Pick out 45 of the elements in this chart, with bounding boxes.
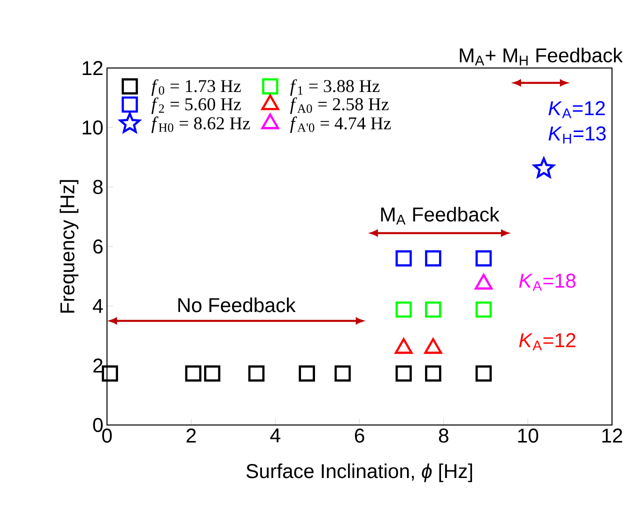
y-tick-label: 4 bbox=[92, 299, 103, 313]
point bbox=[396, 250, 412, 266]
legend-label: f$_{A0}$ = 2.58 Hz bbox=[290, 97, 389, 114]
y-tick-label: 10 bbox=[82, 120, 103, 135]
legend-label: f$_{2}$ = 5.60 Hz bbox=[152, 97, 241, 114]
text: M$_{A}$+ M$_{H}$ Feedback bbox=[460, 48, 623, 66]
annotation: K$_{A}$=12 bbox=[548, 101, 605, 118]
annotation: No Feedback bbox=[178, 298, 296, 312]
annotation: M$_{A}$ Feedback bbox=[381, 206, 500, 224]
annotation: K$_{H}$=13 bbox=[548, 126, 606, 144]
x-tick-label: 12 bbox=[602, 428, 622, 442]
point bbox=[396, 301, 412, 318]
point bbox=[476, 365, 492, 382]
point bbox=[102, 365, 118, 382]
y-tick-label: 6 bbox=[93, 239, 103, 254]
y-tick-label: 8 bbox=[93, 180, 103, 194]
y-tick-label: 12 bbox=[82, 61, 102, 75]
x-tick-label: 8 bbox=[438, 428, 448, 443]
y-tick-label: 0 bbox=[93, 418, 103, 432]
x-tick-label: 10 bbox=[518, 428, 538, 443]
point bbox=[533, 157, 554, 178]
point bbox=[396, 365, 412, 382]
x-axis-title: Surface Inclination, ϕ [Hz] bbox=[246, 464, 472, 482]
point bbox=[425, 301, 442, 318]
point bbox=[476, 250, 492, 266]
point bbox=[248, 365, 264, 382]
x-tick-label: 4 bbox=[270, 428, 280, 442]
annotation: K$_{A}$=12 bbox=[519, 333, 576, 350]
point bbox=[476, 301, 492, 318]
point bbox=[298, 365, 315, 382]
legend-label: f$_{H0}$ = 8.62 Hz bbox=[152, 116, 250, 134]
x-tick-label: 0 bbox=[102, 428, 112, 443]
point bbox=[334, 365, 351, 382]
x-tick-label: 2 bbox=[186, 428, 196, 442]
x-tick-label: 6 bbox=[354, 428, 364, 443]
legend-label: f$_{A'0}$ = 4.74 Hz bbox=[290, 116, 391, 134]
legend-label: f$_{0}$ = 1.73 Hz bbox=[152, 79, 241, 96]
legend-label: f$_{1}$ = 3.88 Hz bbox=[290, 79, 380, 96]
point bbox=[425, 365, 442, 382]
point bbox=[204, 365, 220, 382]
point bbox=[185, 365, 202, 382]
annotation: K$_{A}$=18 bbox=[519, 274, 576, 291]
y-axis-title: Frequency [Hz] bbox=[60, 180, 78, 313]
y-tick-label: 2 bbox=[93, 358, 102, 372]
point bbox=[425, 250, 442, 266]
